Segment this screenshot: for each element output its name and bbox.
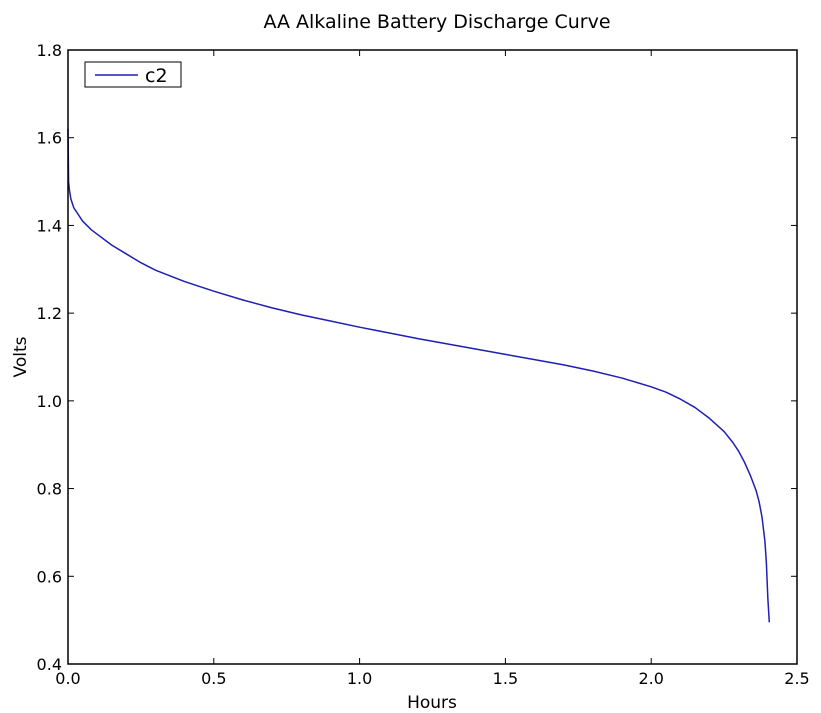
plot-area [68, 50, 797, 664]
y-tick-label: 0.8 [37, 480, 62, 499]
plot-frame [67, 49, 798, 665]
series-line-c2 [67, 128, 771, 623]
y-tick-label: 1.4 [37, 216, 62, 235]
y-tick-label: 1.8 [37, 41, 62, 60]
y-tick-label: 1.2 [37, 304, 62, 323]
y-tick-label: 0.6 [37, 567, 62, 586]
y-tick-label: 0.4 [37, 655, 62, 674]
tick-group: 0.0 0.5 1.0 1.5 2.0 2.5 0.4 0.6 0.8 1.0 1.2 1.4 1.6 1… [37, 41, 810, 688]
x-tick-label: 1.5 [493, 669, 518, 688]
x-tick-label: 2.5 [784, 669, 809, 688]
y-axis-label: Volts [11, 336, 31, 377]
x-tick-label: 0.0 [55, 669, 80, 688]
y-tick-label: 1.6 [37, 129, 62, 148]
x-tick-label: 2.0 [638, 669, 663, 688]
x-tick-label: 0.5 [201, 669, 226, 688]
series-group [67, 128, 771, 623]
y-tick-label: 1.0 [37, 392, 62, 411]
chart-title: AA Alkaline Battery Discharge Curve [263, 11, 610, 33]
x-tick-label: 1.0 [347, 669, 372, 688]
legend: c2 [84, 61, 182, 88]
x-axis-label: Hours [407, 693, 457, 713]
legend-label-c2: c2 [145, 65, 168, 87]
